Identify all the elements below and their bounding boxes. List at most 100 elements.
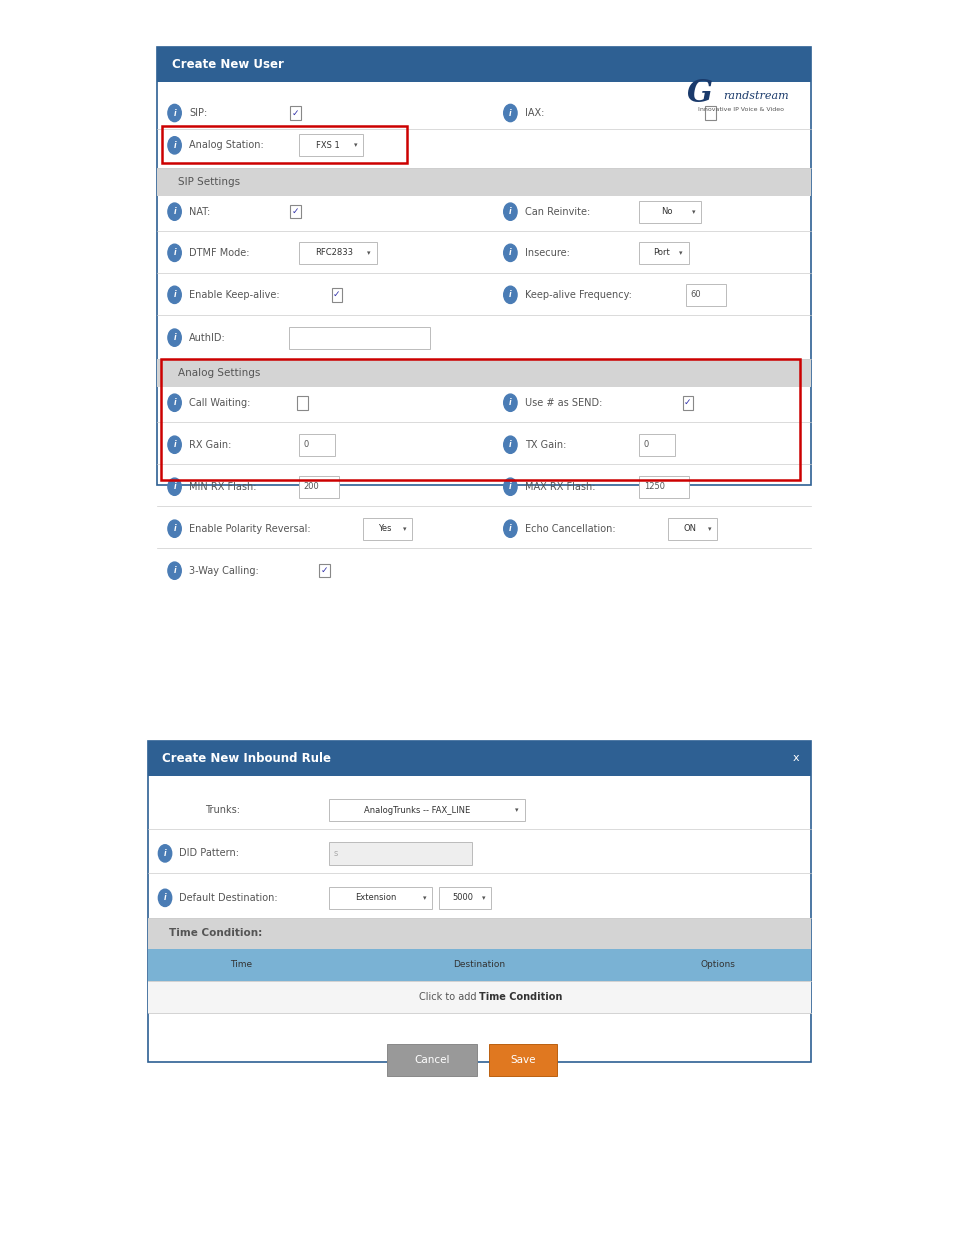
Text: i: i — [509, 440, 511, 450]
Text: i: i — [509, 109, 511, 117]
Text: ▾: ▾ — [691, 209, 695, 215]
Circle shape — [168, 203, 181, 220]
Circle shape — [503, 245, 517, 262]
Text: ▾: ▾ — [402, 526, 406, 532]
FancyBboxPatch shape — [298, 135, 363, 157]
FancyBboxPatch shape — [438, 887, 491, 909]
Text: SIP:: SIP: — [189, 107, 207, 119]
FancyBboxPatch shape — [329, 887, 432, 909]
Text: i: i — [173, 440, 175, 450]
Text: i: i — [164, 893, 166, 903]
FancyBboxPatch shape — [329, 799, 524, 821]
Text: Time Condition:: Time Condition: — [169, 929, 262, 939]
Text: AnalogTrunks -- FAX_LINE: AnalogTrunks -- FAX_LINE — [364, 805, 470, 815]
Text: AuthID:: AuthID: — [189, 332, 226, 342]
Text: Create New Inbound Rule: Create New Inbound Rule — [162, 752, 331, 764]
FancyBboxPatch shape — [639, 200, 700, 222]
FancyBboxPatch shape — [318, 564, 329, 578]
Circle shape — [168, 478, 181, 495]
Text: ON: ON — [683, 524, 696, 534]
Text: Destination: Destination — [453, 961, 505, 969]
Text: 0: 0 — [643, 440, 649, 450]
Circle shape — [158, 889, 172, 906]
Text: x: x — [792, 753, 799, 763]
Text: DID Pattern:: DID Pattern: — [179, 848, 239, 858]
Text: MAX RX Flash:: MAX RX Flash: — [524, 482, 595, 492]
Text: Echo Cancellation:: Echo Cancellation: — [524, 524, 615, 534]
Text: DTMF Mode:: DTMF Mode: — [189, 248, 249, 258]
Text: s: s — [334, 848, 338, 858]
FancyBboxPatch shape — [148, 948, 810, 981]
Circle shape — [168, 329, 181, 346]
FancyBboxPatch shape — [667, 517, 717, 540]
FancyBboxPatch shape — [157, 47, 810, 82]
Text: i: i — [509, 482, 511, 492]
Text: NAT:: NAT: — [189, 206, 210, 216]
Text: ✓: ✓ — [292, 109, 299, 117]
Circle shape — [168, 105, 181, 122]
Text: 60: 60 — [690, 290, 700, 299]
Text: ▾: ▾ — [481, 895, 485, 900]
FancyBboxPatch shape — [148, 918, 810, 948]
Circle shape — [503, 436, 517, 453]
Text: Port: Port — [653, 248, 669, 257]
FancyBboxPatch shape — [290, 205, 301, 219]
Circle shape — [503, 394, 517, 411]
Circle shape — [503, 287, 517, 304]
Circle shape — [168, 562, 181, 579]
Text: ✓: ✓ — [333, 290, 340, 299]
FancyBboxPatch shape — [639, 475, 688, 498]
FancyBboxPatch shape — [157, 47, 810, 485]
Text: Cancel: Cancel — [414, 1055, 449, 1065]
FancyBboxPatch shape — [685, 284, 725, 306]
FancyBboxPatch shape — [148, 981, 810, 1013]
FancyBboxPatch shape — [298, 475, 338, 498]
Text: Analog Settings: Analog Settings — [178, 368, 260, 378]
Text: i: i — [509, 207, 511, 216]
Circle shape — [168, 436, 181, 453]
FancyBboxPatch shape — [298, 433, 335, 456]
FancyBboxPatch shape — [157, 358, 810, 387]
Text: Default Destination:: Default Destination: — [179, 893, 277, 903]
Circle shape — [168, 287, 181, 304]
FancyBboxPatch shape — [362, 517, 412, 540]
Text: i: i — [509, 290, 511, 299]
Text: i: i — [173, 109, 175, 117]
Text: Keep-alive Frequency:: Keep-alive Frequency: — [524, 290, 631, 300]
FancyBboxPatch shape — [488, 1044, 557, 1076]
Circle shape — [168, 394, 181, 411]
Text: RX Gain:: RX Gain: — [189, 440, 231, 450]
Circle shape — [168, 245, 181, 262]
Text: i: i — [164, 848, 166, 858]
Text: ✓: ✓ — [683, 398, 691, 408]
Text: ▾: ▾ — [679, 249, 682, 256]
Text: i: i — [173, 333, 175, 342]
Text: ▾: ▾ — [422, 895, 426, 900]
Text: i: i — [173, 482, 175, 492]
FancyBboxPatch shape — [329, 842, 472, 864]
Text: i: i — [509, 248, 511, 257]
Text: Enable Keep-alive:: Enable Keep-alive: — [189, 290, 279, 300]
Text: Options: Options — [700, 961, 735, 969]
FancyBboxPatch shape — [296, 396, 307, 410]
Text: SIP Settings: SIP Settings — [178, 177, 240, 186]
Text: Save: Save — [510, 1055, 536, 1065]
Text: i: i — [173, 207, 175, 216]
Text: ▾: ▾ — [707, 526, 711, 532]
Text: Enable Polarity Reversal:: Enable Polarity Reversal: — [189, 524, 310, 534]
Text: No: No — [660, 207, 672, 216]
FancyBboxPatch shape — [331, 288, 341, 301]
Text: Time Condition: Time Condition — [478, 992, 562, 1002]
Text: i: i — [173, 290, 175, 299]
FancyBboxPatch shape — [682, 396, 692, 410]
Circle shape — [168, 520, 181, 537]
FancyBboxPatch shape — [290, 106, 301, 120]
FancyBboxPatch shape — [298, 242, 376, 264]
Text: i: i — [173, 141, 175, 149]
Text: RFC2833: RFC2833 — [314, 248, 353, 257]
Text: Extension: Extension — [355, 893, 395, 903]
Text: Click to add: Click to add — [418, 992, 478, 1002]
Text: ▾: ▾ — [367, 249, 371, 256]
Text: 200: 200 — [303, 482, 319, 492]
Text: 5000: 5000 — [452, 893, 473, 903]
